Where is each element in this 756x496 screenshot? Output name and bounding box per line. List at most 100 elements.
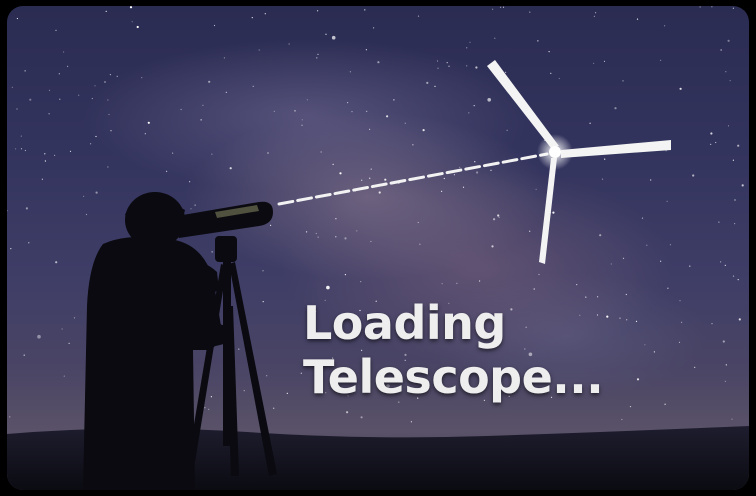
star: [456, 282, 458, 284]
star: [720, 261, 722, 263]
star: [664, 25, 666, 27]
star: [641, 217, 644, 219]
star: [479, 280, 481, 282]
star: [131, 21, 133, 23]
star: [262, 301, 264, 303]
star: [20, 148, 23, 150]
star: [369, 177, 371, 179]
star: [410, 421, 412, 423]
star: [364, 9, 366, 11]
star: [377, 61, 380, 64]
star: [211, 251, 213, 253]
star: [506, 129, 508, 131]
star: [351, 111, 353, 113]
star: [332, 163, 334, 165]
star: [346, 411, 349, 414]
star: [679, 300, 681, 302]
star: [666, 200, 668, 202]
star: [722, 340, 725, 343]
star: [734, 199, 736, 201]
star: [238, 348, 240, 350]
star: [251, 17, 253, 19]
star: [603, 60, 606, 63]
star: [491, 245, 494, 248]
star: [459, 166, 461, 168]
star: [20, 135, 22, 137]
star: [732, 159, 735, 161]
star: [589, 122, 591, 124]
star: [529, 230, 531, 232]
star: [44, 153, 46, 155]
star: [579, 314, 581, 316]
star: [306, 231, 308, 233]
star: [105, 10, 107, 12]
star: [441, 190, 443, 192]
star: [252, 85, 254, 87]
star: [190, 208, 192, 210]
star: [288, 43, 290, 45]
star: [141, 77, 143, 79]
star: [724, 264, 726, 266]
star: [373, 27, 375, 29]
star: [669, 244, 672, 246]
star: [715, 141, 717, 144]
star: [225, 91, 227, 93]
star: [426, 81, 429, 84]
star: [11, 86, 13, 88]
star: [94, 85, 96, 87]
star: [24, 70, 26, 72]
star: [494, 37, 496, 39]
star: [95, 135, 97, 138]
star: [535, 371, 537, 373]
star: [404, 353, 407, 356]
star: [441, 283, 443, 285]
star: [398, 401, 400, 403]
star: [365, 49, 367, 51]
star: [635, 320, 638, 322]
star: [95, 191, 98, 194]
star: [412, 144, 414, 146]
star: [710, 132, 713, 135]
star: [202, 104, 204, 106]
star: [315, 310, 317, 312]
star: [597, 296, 599, 298]
star: [443, 177, 445, 180]
scene-illustration: [7, 6, 749, 490]
star: [68, 342, 70, 344]
star: [734, 223, 736, 225]
star: [524, 348, 526, 350]
star: [267, 152, 269, 154]
star: [109, 74, 111, 76]
star: [437, 67, 439, 69]
star: [525, 326, 527, 328]
star: [347, 102, 349, 104]
star: [129, 6, 133, 9]
star: [370, 168, 372, 170]
star: [286, 392, 288, 394]
star: [738, 318, 741, 321]
star: [500, 6, 502, 8]
star: [229, 167, 232, 170]
star: [340, 368, 342, 370]
star: [625, 293, 627, 296]
star: [349, 71, 351, 73]
star: [493, 218, 496, 221]
star: [535, 188, 537, 190]
star: [335, 218, 337, 220]
star: [667, 287, 669, 289]
star: [7, 210, 8, 212]
star: [494, 372, 496, 374]
loading-message: Loading Telescope...: [303, 296, 604, 404]
star: [711, 6, 713, 8]
star: [550, 72, 552, 74]
star: [629, 406, 632, 408]
star: [258, 49, 260, 51]
star: [320, 151, 322, 153]
star: [341, 315, 343, 317]
star: [25, 207, 28, 210]
star: [83, 195, 85, 197]
star: [24, 149, 26, 152]
star: [116, 75, 118, 77]
star: [208, 80, 211, 83]
star: [63, 375, 65, 377]
